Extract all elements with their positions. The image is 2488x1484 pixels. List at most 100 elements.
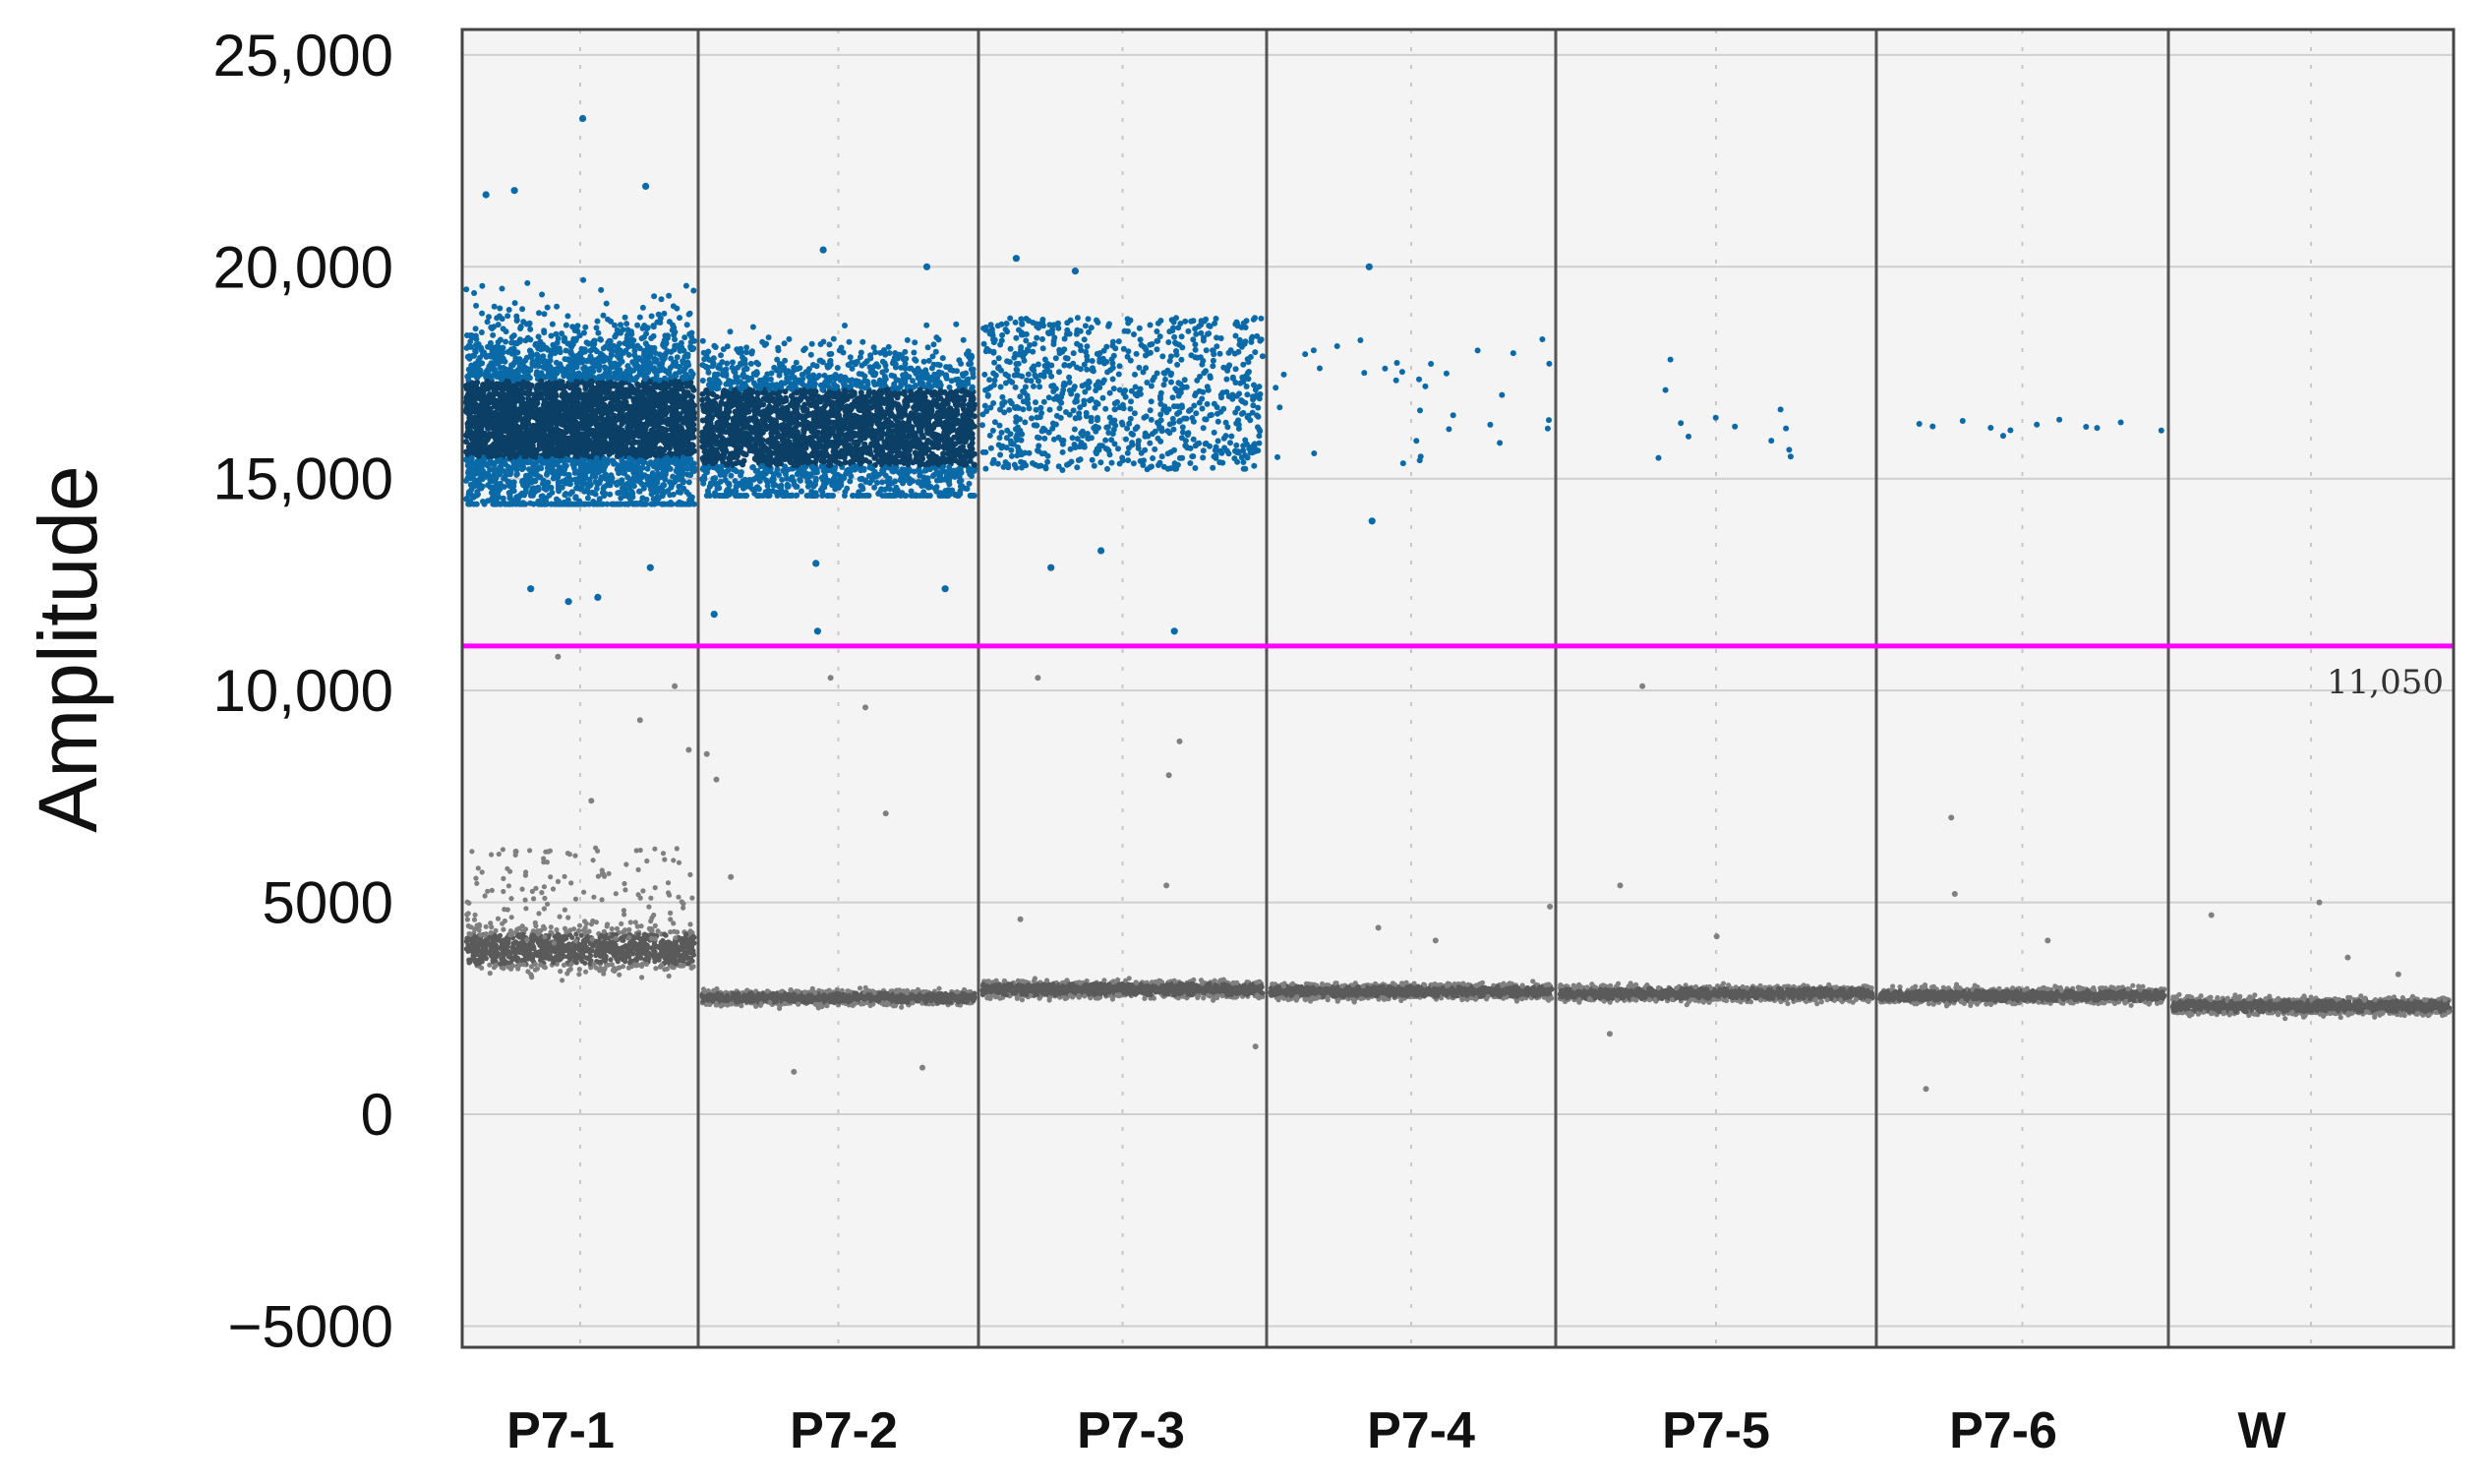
positive-droplet [578, 464, 585, 471]
positive-droplet [661, 388, 668, 395]
positive-droplet [674, 305, 681, 312]
positive-droplet [644, 465, 651, 472]
positive-droplet [576, 332, 583, 339]
negative-droplet [660, 851, 667, 857]
negative-droplet [617, 965, 622, 971]
positive-droplet [598, 336, 604, 343]
negative-droplet [598, 948, 604, 954]
positive-droplet [601, 373, 608, 380]
negative-droplet [676, 894, 681, 900]
positive-droplet [643, 382, 650, 388]
negative-droplet [622, 887, 628, 893]
negative-droplet [591, 961, 597, 968]
positive-droplet [466, 371, 473, 378]
positive-droplet [671, 331, 678, 338]
positive-droplet [548, 501, 555, 507]
positive-droplet [539, 291, 546, 298]
negative-droplet [602, 943, 608, 950]
negative-droplet [651, 941, 658, 947]
negative-droplet [478, 932, 484, 938]
negative-droplet [648, 935, 655, 942]
negative-droplet [626, 934, 632, 940]
negative-droplet [602, 958, 608, 964]
positive-droplet [640, 501, 647, 507]
positive-droplet [604, 501, 611, 507]
negative-droplet [648, 895, 654, 901]
negative-droplet [468, 924, 474, 930]
negative-droplet [566, 947, 573, 953]
negative-droplet [628, 958, 634, 964]
positive-droplet [489, 326, 496, 331]
negative-droplet [583, 955, 589, 961]
positive-droplet [537, 457, 544, 464]
positive-droplet [649, 438, 656, 444]
negative-droplet [487, 962, 493, 968]
positive-droplet [559, 330, 565, 337]
positive-droplet [521, 374, 527, 381]
positive-droplet [567, 376, 574, 383]
negative-droplet [536, 911, 542, 917]
negative-droplet [470, 955, 476, 961]
positive-droplet [654, 494, 661, 501]
negative-droplet [661, 953, 667, 959]
negative-droplet [668, 910, 674, 917]
positive-droplet [687, 501, 693, 507]
positive-droplet [680, 479, 686, 486]
negative-droplet [507, 868, 513, 874]
negative-droplet [474, 922, 480, 928]
negative-droplet [665, 880, 672, 886]
negative-droplet [495, 916, 502, 921]
negative-droplet [599, 932, 605, 938]
negative-droplet [633, 963, 639, 969]
negative-droplet [601, 928, 608, 934]
positive-droplet [464, 353, 471, 360]
positive-droplet [672, 429, 679, 436]
negative-droplet [533, 936, 539, 942]
negative-droplet [557, 957, 563, 963]
negative-droplet [562, 907, 568, 913]
negative-droplet [637, 847, 643, 854]
positive-droplet [539, 353, 546, 360]
negative-droplet [593, 920, 600, 925]
negative-droplet [563, 929, 569, 935]
negative-droplet [561, 953, 567, 960]
negative-droplet [551, 940, 558, 946]
positive-droplet [623, 321, 630, 327]
positive-droplet [564, 404, 571, 411]
positive-droplet [685, 479, 692, 486]
positive-droplet [625, 351, 632, 358]
positive-droplet [677, 369, 682, 376]
positive-droplet [584, 467, 591, 474]
negative-droplet [529, 888, 536, 895]
positive-droplet [668, 355, 675, 362]
positive-droplet [601, 431, 608, 438]
negative-droplet [479, 952, 486, 958]
positive-droplet [599, 354, 606, 361]
negative-droplet [597, 953, 603, 959]
negative-droplet [554, 948, 560, 954]
negative-droplet [606, 870, 612, 876]
positive-droplet [506, 394, 513, 401]
positive-droplet [594, 318, 601, 325]
positive-droplet [661, 501, 667, 507]
negative-droplet [687, 950, 693, 956]
negative-droplet [541, 938, 547, 944]
negative-droplet [507, 931, 513, 938]
negative-droplet [652, 936, 658, 942]
positive-droplet [685, 311, 692, 318]
positive-droplet [606, 337, 613, 344]
positive-droplet [632, 501, 639, 507]
positive-droplet [544, 345, 551, 352]
negative-droplet [543, 849, 549, 855]
negative-droplet [539, 890, 545, 896]
negative-droplet [558, 969, 563, 975]
positive-droplet [533, 397, 540, 404]
negative-droplet [669, 964, 676, 971]
positive-droplet [496, 313, 503, 320]
negative-droplet [621, 929, 626, 935]
negative-droplet [652, 922, 658, 929]
negative-droplet [638, 923, 644, 929]
negative-droplet [469, 947, 475, 953]
positive-droplet [554, 303, 561, 310]
